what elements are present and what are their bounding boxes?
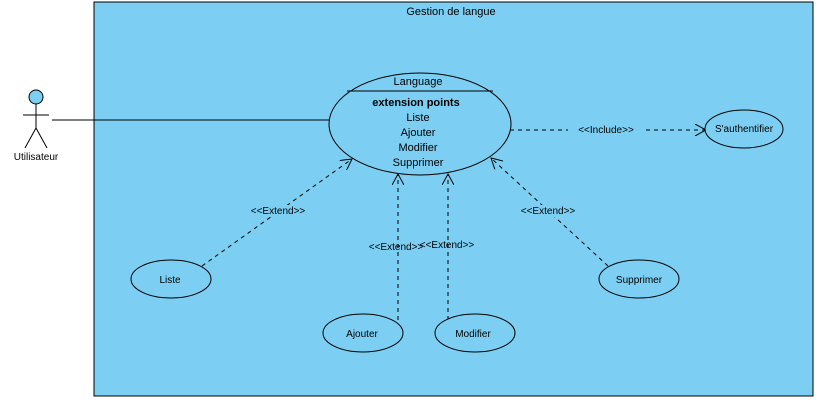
actor-utilisateur[interactable]: Utilisateur [14,89,59,163]
extend-label-supprimer: <<Extend>> [521,206,576,217]
actor-name: Utilisateur [14,152,59,163]
extension-points-title: extension points [372,97,459,109]
usecase-authenticate[interactable]: S'authentifier [704,109,784,149]
usecase-ajouter-name: Ajouter [346,329,378,340]
usecase-modifier-name: Modifier [455,329,491,340]
extend-connector-liste [201,159,352,267]
include-label: <<Include>> [578,125,634,136]
extension-point-modifier: Modifier [398,142,437,154]
system-title: Gestion de langue [406,6,495,18]
extend-label-modifier: <<Extend>> [420,240,475,251]
extension-point-ajouter: Ajouter [401,127,436,139]
usecase-language[interactable]: Language extension points Liste Ajouter … [328,72,512,176]
stick-figure-icon [23,89,49,149]
usecase-supprimer[interactable]: Supprimer [598,259,680,299]
usecase-liste[interactable]: Liste [130,259,212,299]
extend-connector-supprimer [491,158,609,267]
extend-label-ajouter: <<Extend>> [369,242,424,253]
usecase-supprimer-name: Supprimer [616,275,663,286]
usecase-liste-name: Liste [159,275,181,286]
extend-label-liste: <<Extend>> [251,206,306,217]
extension-point-liste: Liste [406,112,429,124]
usecase-modifier[interactable]: Modifier [434,313,516,353]
usecase-authenticate-name: S'authentifier [715,124,774,135]
extension-point-supprimer: Supprimer [393,157,444,169]
usecase-ajouter[interactable]: Ajouter [322,313,404,353]
usecase-language-name: Language [394,76,443,88]
